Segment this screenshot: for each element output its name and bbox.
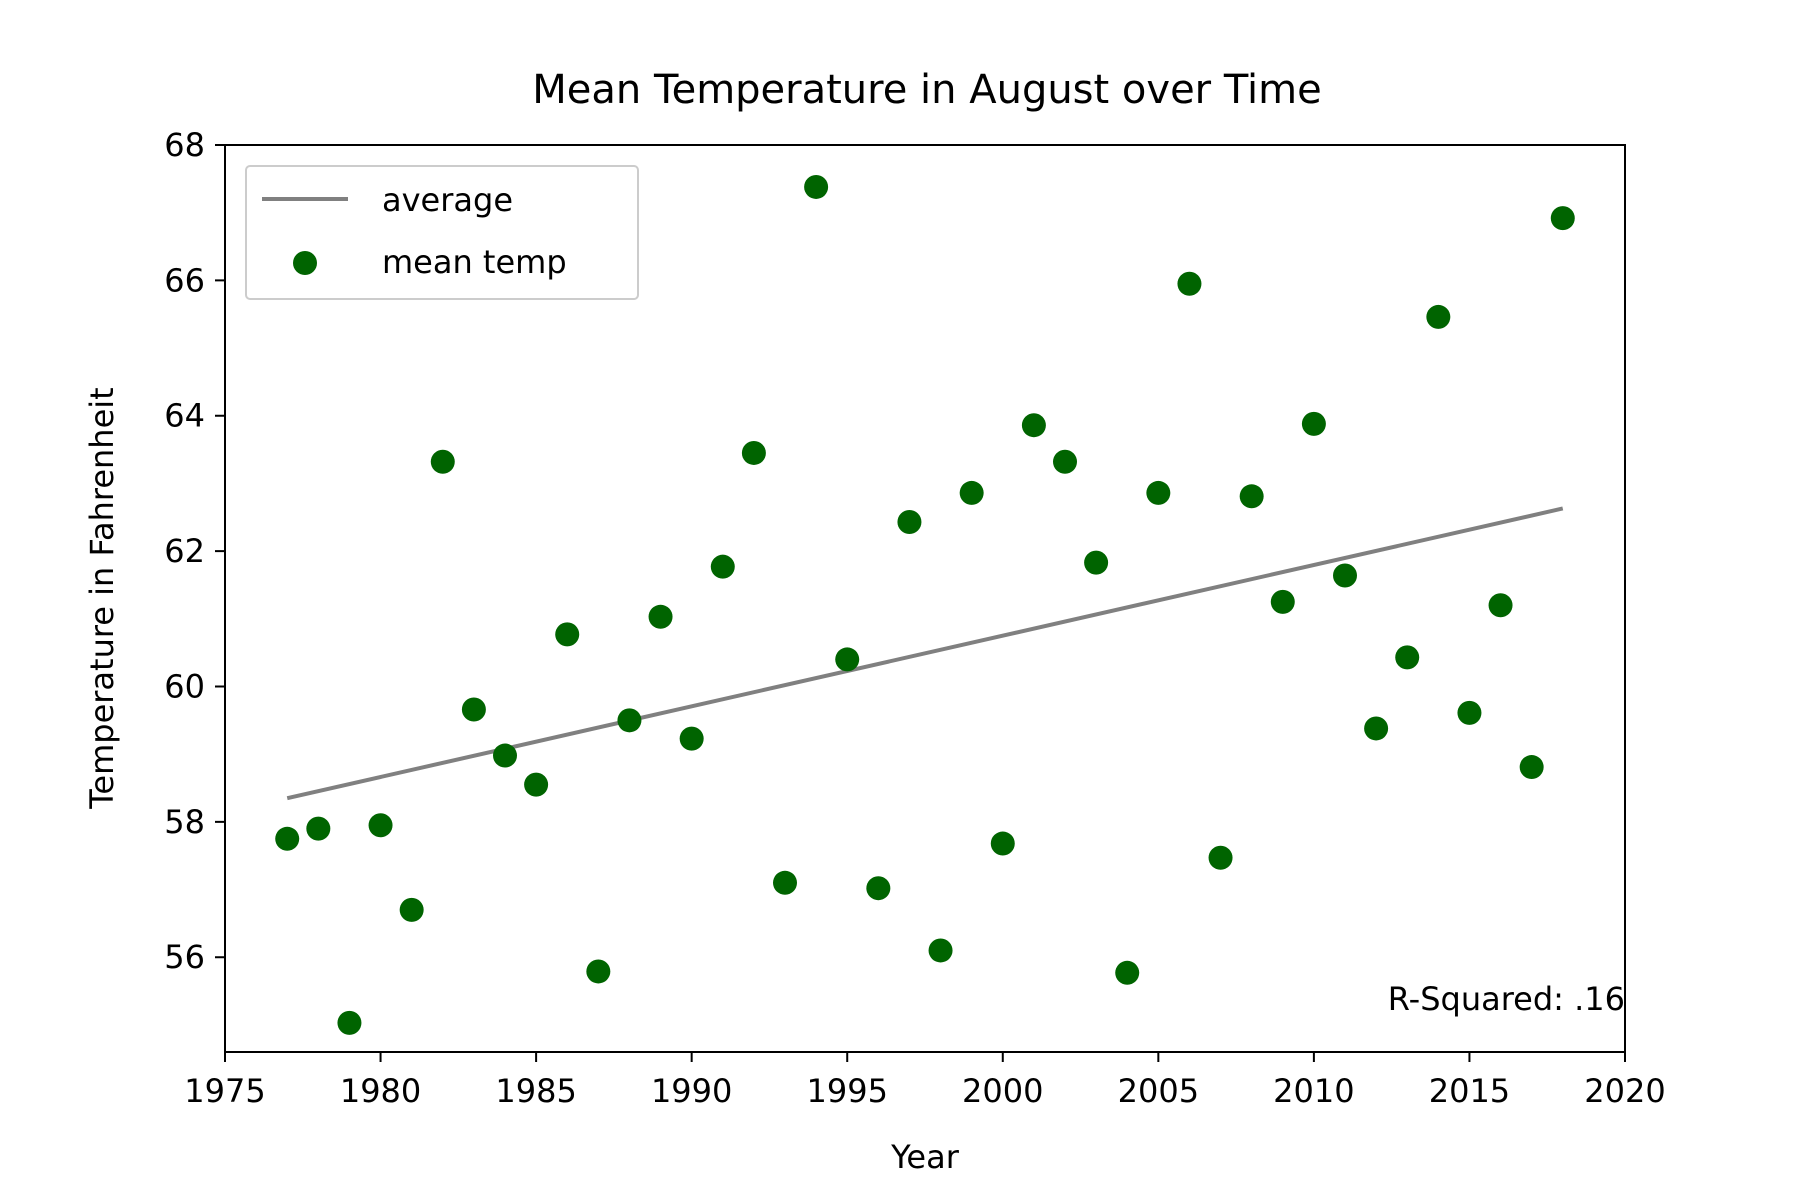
legend-mean-temp-marker [293, 251, 317, 275]
scatter-point-2014 [1426, 304, 1451, 329]
scatter-point-2007 [1208, 845, 1233, 870]
scatter-point-2009 [1270, 589, 1295, 614]
scatter-point-1990 [679, 726, 704, 751]
scatter-point-2018 [1550, 206, 1575, 231]
scatter-point-1979 [337, 1010, 362, 1035]
x-tick-label: 1980 [340, 1072, 421, 1110]
scatter-point-1988 [617, 708, 642, 733]
scatter-point-1987 [586, 959, 611, 984]
scatter-point-2011 [1333, 563, 1357, 588]
scatter-point-2001 [1021, 413, 1046, 438]
scatter-point-2012 [1364, 716, 1389, 741]
scatter-point-1994 [804, 174, 829, 199]
scatter-point-1984 [493, 743, 517, 768]
x-tick-label: 1995 [807, 1072, 888, 1110]
scatter-point-1996 [866, 876, 891, 901]
scatter-point-1998 [928, 938, 953, 963]
scatter-point-1995 [835, 647, 860, 672]
x-tick-label: 1975 [184, 1072, 265, 1110]
scatter-point-2015 [1457, 700, 1482, 725]
scatter-point-2013 [1395, 645, 1420, 670]
scatter-point-2000 [990, 831, 1015, 856]
scatter-point-1980 [368, 813, 393, 838]
x-tick-label: 2005 [1118, 1072, 1199, 1110]
scatter-point-1989 [648, 604, 673, 629]
scatter-point-1985 [524, 772, 549, 797]
y-tick-label: 62 [164, 532, 205, 570]
scatter-point-1983 [461, 697, 486, 722]
plot-area [275, 174, 1575, 1035]
scatter-point-1993 [773, 870, 797, 895]
y-tick-label: 68 [164, 126, 205, 164]
scatter-point-1991 [710, 554, 735, 579]
scatter-point-2004 [1115, 960, 1140, 985]
scatter-point-1986 [555, 622, 580, 647]
y-tick-label: 66 [164, 261, 205, 299]
x-tick-label: 1985 [495, 1072, 576, 1110]
y-tick-label: 64 [164, 397, 205, 435]
x-tick-label: 2020 [1584, 1072, 1665, 1110]
scatter-point-2016 [1488, 593, 1513, 618]
x-tick-label: 2010 [1273, 1072, 1354, 1110]
y-tick-label: 60 [164, 667, 205, 705]
chart-title: Mean Temperature in August over Time [532, 67, 1321, 113]
r-squared-annotation: R-Squared: .16 [1388, 980, 1625, 1018]
plot-frame [224, 144, 1626, 1053]
scatter-point-1999 [959, 480, 984, 505]
scatter-point-1992 [741, 440, 766, 465]
x-tick-label: 2015 [1429, 1072, 1510, 1110]
scatter-point-2008 [1239, 484, 1264, 509]
scatter-point-1977 [275, 826, 300, 851]
scatter-point-2003 [1084, 550, 1109, 575]
x-axis-ticks: 1975 1980 1985 1990 1995 2000 2005 2010 2015 2020 [184, 1052, 1666, 1110]
scatter-point-1997 [897, 510, 922, 535]
y-tick-label: 56 [164, 938, 205, 976]
y-tick-label: 58 [164, 803, 205, 841]
x-tick-label: 2000 [962, 1072, 1043, 1110]
scatter-point-1981 [399, 897, 424, 922]
scatter-point-1982 [430, 449, 455, 474]
scatter-point-2005 [1146, 480, 1171, 505]
scatter-point-1978 [306, 816, 331, 841]
y-axis-label: Temperature in Fahrenheit [83, 387, 121, 809]
legend-average-label: average [382, 181, 513, 219]
legend-mean-temp-label: mean temp [382, 243, 567, 281]
scatter-point-2017 [1519, 755, 1544, 780]
scatter-point-2002 [1053, 449, 1077, 474]
scatter-point-2010 [1301, 411, 1326, 436]
x-axis-label: Year [890, 1138, 960, 1176]
y-axis-ticks: 56 58 60 62 64 66 68 [164, 126, 225, 976]
scatter-point-2006 [1177, 271, 1202, 296]
x-tick-label: 1990 [651, 1072, 732, 1110]
legend: average mean temp [245, 165, 639, 300]
